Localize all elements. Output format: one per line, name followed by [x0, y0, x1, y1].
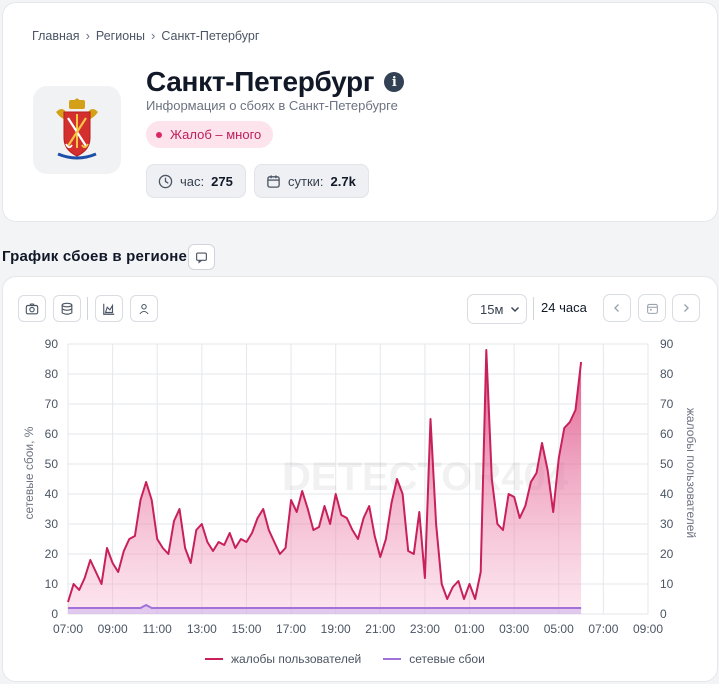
clock-icon — [158, 174, 173, 188]
x-tick-label: 03:00 — [499, 622, 529, 636]
chevron-down-icon — [511, 307, 520, 312]
watermark: DETECTOR404 — [282, 455, 569, 499]
calendar-button[interactable] — [638, 294, 666, 322]
page-subtitle: Информация о сбоях в Санкт-Петербурге — [146, 98, 398, 113]
y-tick-left: 90 — [45, 337, 59, 351]
status-badge-label: Жалоб – много — [170, 127, 262, 142]
x-tick-label: 09:00 — [98, 622, 128, 636]
chart-ticks: 0 0 10 10 20 20 30 30 40 40 50 50 60 60 70 70 80 80 90 90 07… — [45, 337, 674, 636]
screenshot-button[interactable] — [18, 295, 46, 322]
toolbar-divider — [533, 297, 534, 320]
x-tick-label: 09:00 — [633, 622, 663, 636]
y-tick-right: 80 — [660, 367, 674, 381]
breadcrumb: Главная › Регионы › Санкт-Петербург — [32, 28, 259, 43]
message-button[interactable] — [188, 244, 215, 270]
chevron-right-icon: › — [151, 28, 156, 43]
stat-day: сутки: 2.7k — [254, 164, 369, 198]
stat-hour-value: 275 — [211, 173, 233, 189]
data-button[interactable] — [53, 295, 81, 322]
message-icon — [196, 251, 207, 264]
x-tick-label: 13:00 — [187, 622, 217, 636]
breadcrumb-home[interactable]: Главная — [32, 28, 80, 43]
y-axis-right-label: жалобы пользователей — [684, 408, 698, 538]
legend-network-label: сетевые сбои — [409, 652, 485, 666]
chevron-right-icon — [684, 304, 689, 312]
x-tick-label: 11:00 — [143, 622, 172, 636]
x-tick-label: 15:00 — [231, 622, 261, 636]
y-tick-right: 20 — [660, 547, 674, 561]
user-button[interactable] — [130, 295, 158, 322]
prev-period-button[interactable] — [603, 294, 631, 322]
stat-hour-label: час: — [180, 173, 205, 189]
complaints-area — [68, 350, 582, 614]
breadcrumb-current: Санкт-Петербург — [161, 28, 260, 43]
complaints-area-fill — [68, 350, 582, 614]
y-tick-right: 40 — [660, 487, 674, 501]
interval-select[interactable]: 15м — [467, 294, 527, 324]
stat-hour: час: 275 — [146, 164, 246, 198]
complaints-line — [67, 349, 583, 603]
breadcrumb-regions[interactable]: Регионы — [95, 28, 146, 43]
period-label: 24 часа — [541, 300, 587, 315]
x-tick-label: 17:00 — [276, 622, 306, 636]
database-icon — [61, 302, 73, 315]
coat-of-arms-icon — [56, 98, 98, 160]
y-tick-right: 0 — [660, 607, 667, 621]
legend-complaints-label: жалобы пользователей — [231, 652, 362, 666]
chevron-right-icon: › — [85, 28, 90, 43]
y-tick-left: 40 — [45, 487, 59, 501]
outage-chart: DETECTOR404 0 0 10 10 20 20 30 30 40 40 50 50 60 60 70… — [22, 337, 698, 636]
x-tick-label: 07:00 — [53, 622, 83, 636]
user-icon — [139, 303, 149, 314]
chart-lines — [67, 349, 583, 614]
y-tick-left: 0 — [51, 607, 58, 621]
legend-complaints[interactable]: жалобы пользователей — [205, 652, 361, 666]
y-tick-left: 60 — [45, 427, 59, 441]
x-tick-label: 01:00 — [455, 622, 485, 636]
y-tick-right: 90 — [660, 337, 674, 351]
calendar-icon — [646, 303, 658, 314]
status-dot-icon — [156, 131, 162, 138]
x-tick-label: 23:00 — [410, 622, 440, 636]
y-tick-left: 20 — [45, 547, 59, 561]
x-tick-label: 05:00 — [544, 622, 574, 636]
y-tick-left: 70 — [45, 397, 59, 411]
chart-legend: жалобы пользователей сетевые сбои — [205, 652, 485, 666]
y-axis-left-label: сетевые сбои, % — [22, 426, 36, 519]
next-period-button[interactable] — [672, 294, 700, 322]
legend-network-swatch — [383, 658, 402, 660]
page-title: Санкт-Петербург i — [146, 66, 405, 98]
chart-section-title: График сбоев в регионе — [2, 248, 188, 265]
y-tick-left: 30 — [45, 517, 59, 531]
x-tick-label: 21:00 — [365, 622, 395, 636]
toolbar-divider — [87, 297, 88, 320]
legend-network[interactable]: сетевые сбои — [383, 652, 485, 666]
legend-complaints-swatch — [205, 658, 223, 660]
chart-type-button[interactable] — [95, 295, 123, 322]
y-tick-left: 10 — [45, 577, 59, 591]
y-tick-right: 30 — [660, 517, 674, 531]
region-name: Санкт-Петербург — [146, 66, 375, 97]
camera-icon — [25, 302, 39, 314]
calendar-icon — [267, 174, 280, 188]
network-area-fill — [68, 605, 582, 614]
stat-day-value: 2.7k — [330, 173, 356, 189]
y-tick-right: 60 — [660, 427, 674, 441]
y-tick-right: 50 — [660, 457, 674, 471]
status-badge: Жалоб – много — [146, 121, 274, 148]
chevron-left-icon — [614, 304, 619, 312]
stat-day-label: сутки: — [288, 173, 324, 189]
x-tick-label: 19:00 — [321, 622, 351, 636]
coat-of-arms — [33, 86, 121, 174]
y-tick-right: 70 — [660, 397, 674, 411]
y-tick-left: 50 — [45, 457, 59, 471]
interval-select-value: 15м — [480, 301, 504, 317]
y-tick-right: 10 — [660, 577, 674, 591]
chart-area-icon — [103, 302, 115, 315]
x-tick-label: 07:00 — [588, 622, 618, 636]
network-line — [68, 603, 582, 609]
info-icon[interactable]: i — [384, 72, 405, 92]
y-tick-left: 80 — [45, 367, 59, 381]
